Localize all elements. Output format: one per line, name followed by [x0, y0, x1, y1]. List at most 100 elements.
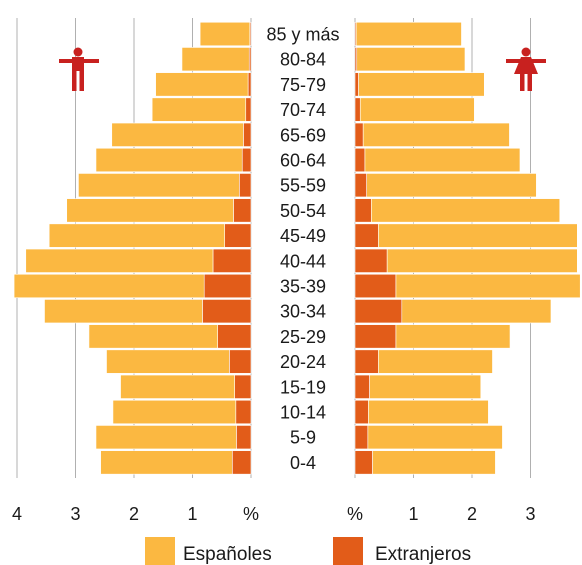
bar-espanoles-right-16 [356, 47, 466, 72]
bar-espanoles-right-3 [369, 374, 482, 399]
bar-espanoles-left-1 [95, 425, 237, 450]
bar-extranjeros-left-6 [202, 299, 252, 324]
bar-espanoles-right-5 [395, 324, 511, 349]
bar-espanoles-left-6 [44, 299, 203, 324]
age-group-labels: 0-4 5-9 10-14 15-19 20-24 25-29 30-34 35-39 40-4… [266, 25, 339, 473]
bar-espanoles-left-15 [155, 72, 249, 97]
bar-espanoles-right-6 [401, 299, 552, 324]
bar-espanoles-left-5 [88, 324, 218, 349]
bar-espanoles-left-0 [100, 450, 233, 475]
age-label: 0-4 [290, 453, 316, 473]
bar-extranjeros-right-14 [354, 97, 361, 122]
bar-espanoles-right-1 [367, 425, 503, 450]
tick-label-right: 2 [467, 504, 477, 524]
bar-espanoles-right-7 [395, 273, 581, 299]
bar-espanoles-right-0 [372, 450, 496, 475]
bar-extranjeros-right-2 [354, 399, 369, 425]
bar-extranjeros-left-9 [224, 223, 252, 248]
bar-espanoles-right-14 [359, 97, 475, 122]
bar-espanoles-left-7 [13, 273, 205, 299]
bars-group [13, 21, 581, 475]
bar-espanoles-right-12 [364, 147, 521, 173]
age-label: 20-24 [280, 352, 326, 372]
bar-extranjeros-left-4 [229, 349, 252, 374]
age-label: 40-44 [280, 251, 326, 271]
legend-label-espanoles: Españoles [183, 544, 272, 565]
tick-label-left: % [243, 504, 259, 524]
tick-label-left: 3 [70, 504, 80, 524]
bar-extranjeros-right-6 [354, 299, 403, 324]
bar-extranjeros-left-0 [231, 450, 252, 475]
bar-extranjeros-left-12 [241, 147, 252, 173]
age-label: 75-79 [280, 75, 326, 95]
bar-espanoles-right-8 [386, 248, 578, 273]
bar-espanoles-left-11 [78, 173, 240, 198]
age-label: 70-74 [280, 100, 326, 120]
bar-extranjeros-right-9 [354, 223, 379, 248]
bar-espanoles-right-4 [378, 349, 493, 374]
bar-espanoles-left-9 [48, 223, 225, 248]
bar-espanoles-left-14 [151, 97, 247, 122]
bar-espanoles-right-10 [371, 198, 561, 223]
female-icon [506, 47, 546, 91]
bar-extranjeros-left-5 [217, 324, 252, 349]
age-label: 60-64 [280, 151, 326, 171]
age-label: 65-69 [280, 125, 326, 145]
legend-label-extranjeros: Extranjeros [375, 544, 471, 565]
tick-label-right: 1 [408, 504, 418, 524]
bar-extranjeros-right-13 [354, 122, 364, 147]
bar-extranjeros-right-1 [354, 425, 369, 450]
bar-extranjeros-left-7 [203, 273, 252, 299]
bar-extranjeros-right-0 [354, 450, 373, 475]
bar-espanoles-left-2 [112, 399, 237, 425]
tick-label-right: % [347, 504, 363, 524]
bar-espanoles-right-17 [355, 21, 462, 47]
bar-espanoles-left-17 [199, 21, 251, 47]
bar-extranjeros-right-4 [354, 349, 379, 374]
bar-espanoles-left-4 [106, 349, 230, 374]
age-label: 25-29 [280, 327, 326, 347]
bar-espanoles-left-13 [111, 122, 244, 147]
age-label: 55-59 [280, 176, 326, 196]
bar-extranjeros-right-12 [354, 147, 366, 173]
age-label: 30-34 [280, 302, 326, 322]
bar-extranjeros-right-8 [354, 248, 388, 273]
bar-extranjeros-left-11 [239, 173, 252, 198]
bar-extranjeros-left-8 [212, 248, 252, 273]
male-icon [59, 47, 99, 91]
bar-extranjeros-left-13 [243, 122, 252, 147]
bar-espanoles-right-2 [368, 399, 489, 425]
age-label: 50-54 [280, 201, 326, 221]
age-label: 85 y más [266, 25, 339, 45]
bar-espanoles-right-15 [358, 72, 485, 97]
bar-espanoles-left-3 [120, 374, 235, 399]
age-label: 45-49 [280, 226, 326, 246]
tick-label-left: 4 [12, 504, 22, 524]
bar-extranjeros-left-2 [235, 399, 252, 425]
tick-label-right: 3 [525, 504, 535, 524]
bar-espanoles-right-11 [366, 173, 537, 198]
age-label: 10-14 [280, 403, 326, 423]
bar-extranjeros-left-15 [247, 72, 252, 97]
bar-extranjeros-right-15 [354, 72, 359, 97]
legend: Españoles Extranjeros [145, 537, 471, 565]
bar-extranjeros-left-14 [245, 97, 252, 122]
bar-extranjeros-left-3 [234, 374, 252, 399]
tick-label-left: 2 [129, 504, 139, 524]
bar-espanoles-left-8 [25, 248, 214, 273]
bar-extranjeros-right-3 [354, 374, 370, 399]
bar-espanoles-left-16 [181, 47, 250, 72]
age-label: 15-19 [280, 377, 326, 397]
age-label: 80-84 [280, 50, 326, 70]
bar-extranjeros-left-1 [236, 425, 252, 450]
bar-espanoles-left-12 [95, 147, 243, 173]
age-label: 5-9 [290, 428, 316, 448]
bar-extranjeros-right-11 [354, 173, 367, 198]
bar-extranjeros-left-10 [233, 198, 252, 223]
tick-label-left: 1 [187, 504, 197, 524]
legend-swatch-extranjeros [333, 537, 363, 565]
bar-espanoles-right-13 [362, 122, 510, 147]
age-label: 35-39 [280, 277, 326, 297]
bar-espanoles-right-9 [378, 223, 578, 248]
